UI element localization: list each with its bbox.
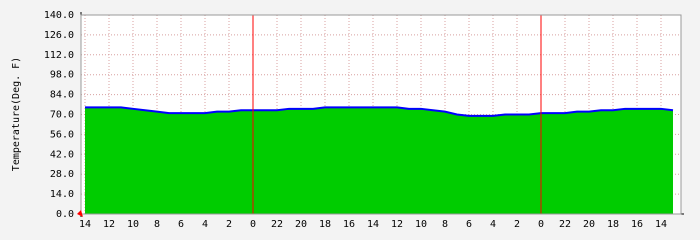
y-axis-label: Temperature(Deg. F) [11, 57, 22, 171]
x-tick-label: 14 [367, 219, 379, 230]
x-tick-label: 4 [202, 219, 208, 230]
x-tick-label: 12 [103, 219, 115, 230]
x-tick-label: 14 [655, 219, 667, 230]
chart: Temperature(Deg. F) 0.0 14.0 28.0 42.0 56.0 7… [11, 10, 684, 230]
x-tick-label: 18 [319, 219, 331, 230]
y-tick-label: 42.0 [50, 149, 74, 160]
y-tick-label: 98.0 [50, 70, 74, 81]
y-tick-label: 112.0 [44, 50, 74, 61]
x-tick-label: 0 [250, 219, 256, 230]
y-tick-label: 28.0 [50, 169, 74, 180]
x-tick-label: 10 [127, 219, 139, 230]
x-tick-label: 18 [607, 219, 619, 230]
x-tick-label: 8 [154, 219, 160, 230]
x-tick-label: 2 [514, 219, 520, 230]
y-tick-label: 56.0 [50, 129, 74, 140]
x-tick-label: 8 [442, 219, 448, 230]
plot-frame [80, 14, 682, 215]
origin-arrow [77, 210, 83, 217]
x-tick-label: 0 [538, 219, 544, 230]
x-tick-label: 4 [490, 219, 496, 230]
y-tick-label: 70.0 [50, 110, 74, 121]
x-tick-label: 16 [631, 219, 643, 230]
x-tick-label: 10 [415, 219, 427, 230]
x-tick-label: 20 [295, 219, 307, 230]
y-tick-label: 14.0 [50, 189, 74, 200]
y-tick-label: 140.0 [44, 10, 74, 21]
y-tick-label: 126.0 [44, 30, 74, 41]
area [85, 107, 673, 214]
x-tick-label: 12 [391, 219, 403, 230]
x-tick-label: 20 [583, 219, 595, 230]
y-tick-label: 0.0 [56, 209, 74, 220]
page: Temperature(Deg. F) 0.0 14.0 28.0 42.0 56.0 7… [11, 10, 684, 230]
line [85, 106, 674, 117]
x-tick-label: 2 [226, 219, 232, 230]
y-tick-label: 84.0 [50, 90, 74, 101]
x-tick-label: 6 [178, 219, 184, 230]
x-tick-label: 14 [79, 219, 91, 230]
x-tick-label: 22 [271, 219, 283, 230]
x-tick-label: 16 [343, 219, 355, 230]
x-tick-label: 6 [466, 219, 472, 230]
x-tick-label: 22 [559, 219, 571, 230]
